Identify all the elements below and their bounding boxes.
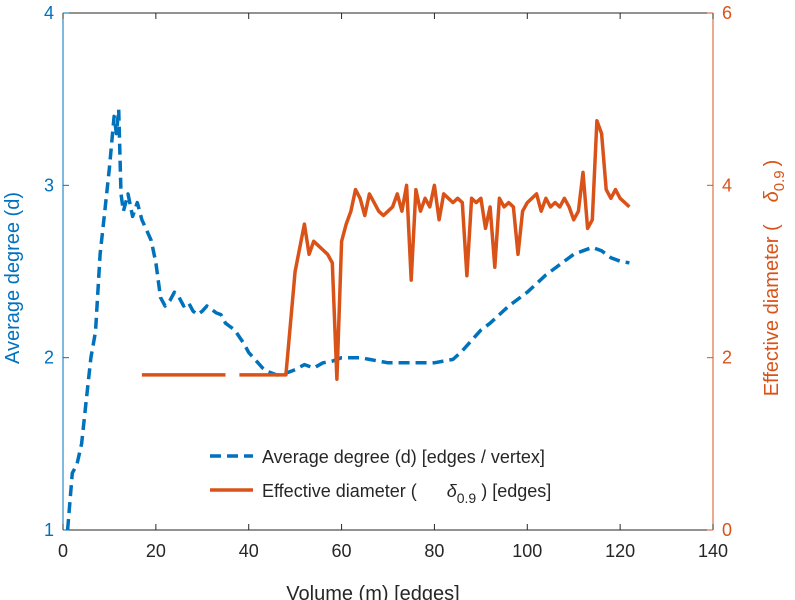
left-y-tick-label: 1 — [44, 520, 54, 540]
legend-diameter-subscript: 0.9 — [457, 490, 477, 506]
legend: Average degree (d) [edges / vertex] Effe… — [210, 447, 551, 506]
svg-text:Effective diameter (δ0.9): Effective diameter ( δ0.9) — [761, 160, 788, 397]
effective-diameter-segment — [239, 118, 631, 381]
series-effective-diameter — [141, 118, 631, 381]
x-tick-label: 120 — [605, 541, 635, 561]
x-tick-label: 100 — [512, 541, 542, 561]
x-ticks: 0 20 40 60 80 100 120 140 — [58, 13, 728, 561]
right-y-ticks: 0 2 4 6 — [707, 3, 732, 540]
legend-diameter-text: Effective diameter ( — [262, 481, 417, 501]
x-tick-label: 40 — [239, 541, 259, 561]
left-y-axis-label: Average degree (d) — [2, 192, 24, 364]
x-tick-label: 80 — [424, 541, 444, 561]
right-y-label-delta: δ — [761, 190, 783, 202]
legend-diameter-delta: δ — [447, 481, 458, 501]
plot-area — [62, 12, 714, 531]
series-average-degree-line — [65, 107, 630, 531]
left-y-tick-label: 2 — [44, 348, 54, 368]
legend-diameter-tail: ) [edges] — [481, 481, 551, 501]
x-tick-label: 140 — [698, 541, 728, 561]
left-y-tick-label: 3 — [44, 175, 54, 195]
legend-label-effective-diameter: Effective diameter ( δ0.9) [edges] — [262, 481, 551, 506]
right-y-label-subscript: 0.9 — [771, 170, 788, 191]
right-y-label-close: ) — [761, 160, 783, 167]
x-tick-label: 0 — [58, 541, 68, 561]
right-y-label-text: Effective diameter ( — [761, 224, 783, 396]
right-y-tick-label: 6 — [722, 3, 732, 23]
right-y-axis-label: Effective diameter ( δ0.9) — [761, 160, 788, 397]
right-y-tick-label: 0 — [722, 520, 732, 540]
left-y-tick-label: 4 — [44, 3, 54, 23]
left-y-ticks: 1 2 3 4 — [44, 3, 69, 540]
right-y-tick-label: 2 — [722, 348, 732, 368]
right-y-tick-label: 4 — [722, 175, 732, 195]
legend-label-average-degree: Average degree (d) [edges / vertex] — [262, 447, 545, 467]
x-tick-label: 60 — [332, 541, 352, 561]
x-tick-label: 20 — [146, 541, 166, 561]
x-axis-label: Volume (m) [edges] — [286, 583, 459, 600]
